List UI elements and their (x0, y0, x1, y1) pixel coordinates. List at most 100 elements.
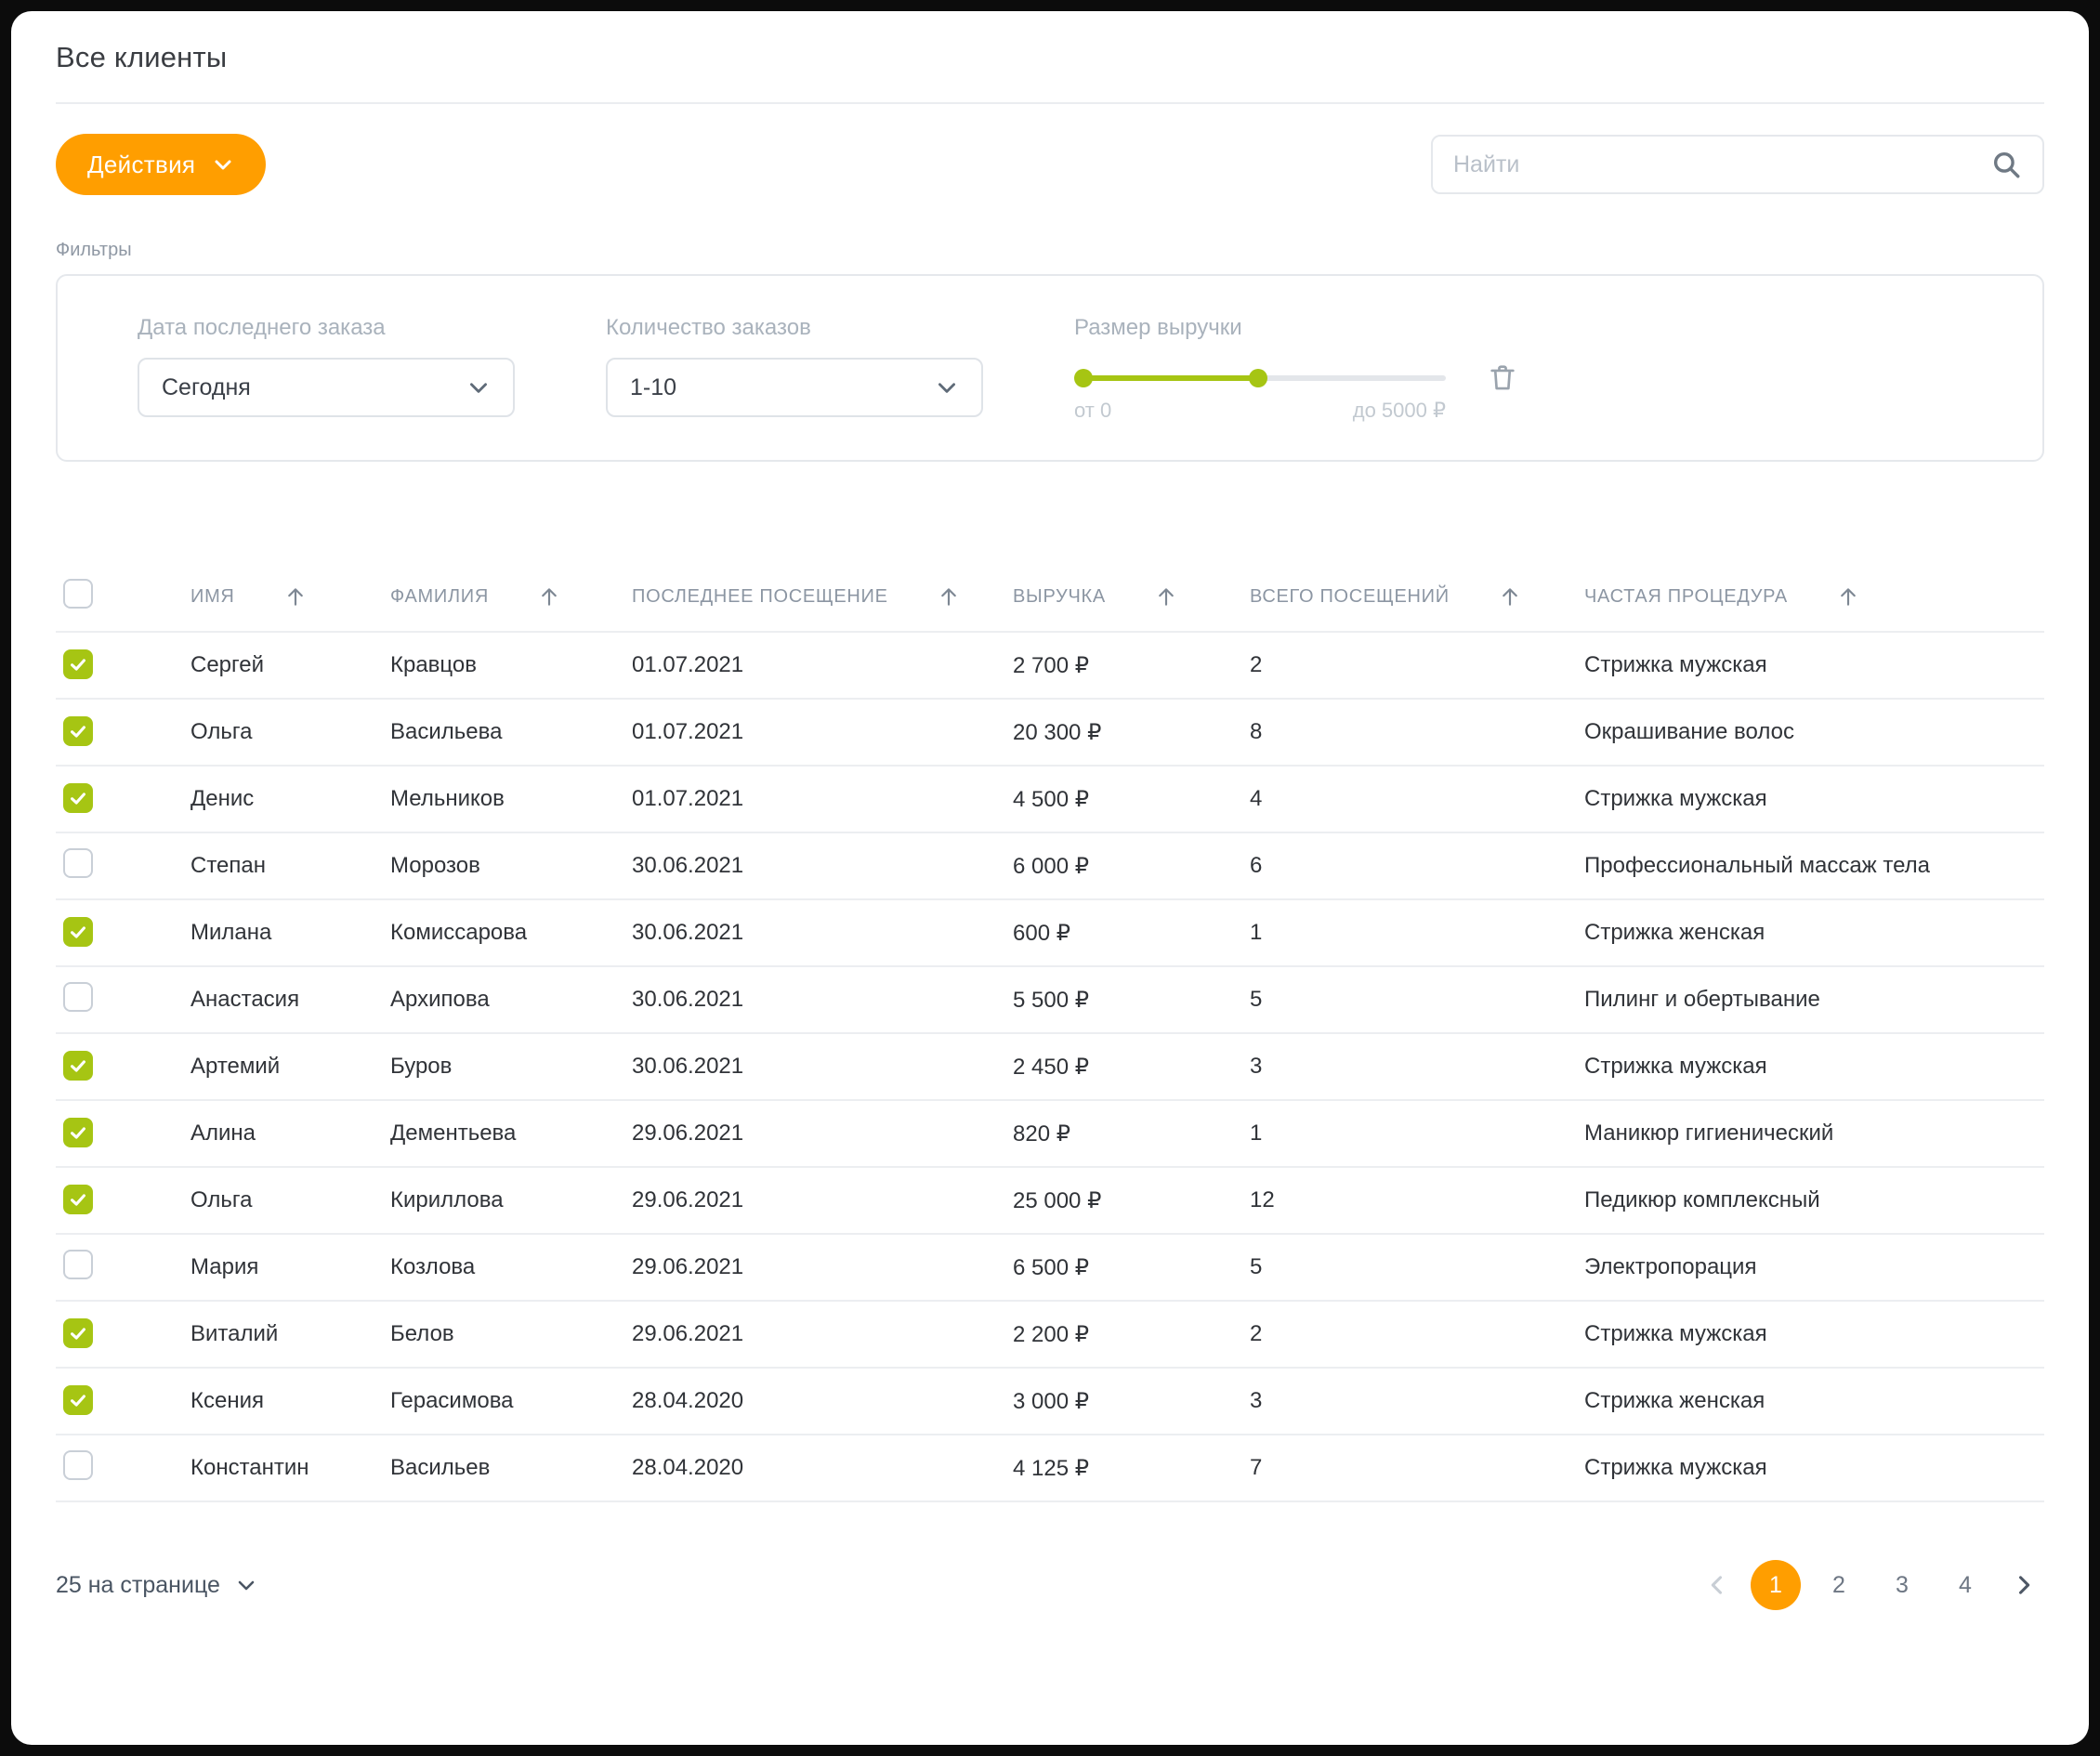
page-size-selector[interactable]: 25 на странице (56, 1572, 257, 1599)
cell-procedure: Педикюр комплексный (1584, 1187, 1820, 1212)
cell-visits: 12 (1250, 1187, 1275, 1212)
cell-procedure: Профессиональный массаж тела (1584, 853, 1931, 878)
cell-procedure: Электропорация (1584, 1254, 1757, 1279)
revenue-slider[interactable] (1074, 369, 1446, 387)
row-checkbox[interactable] (63, 716, 93, 746)
row-checkbox[interactable] (63, 649, 93, 679)
cell-last-visit: 29.06.2021 (632, 1254, 744, 1279)
row-checkbox[interactable] (63, 1185, 93, 1214)
cell-last-visit: 29.06.2021 (632, 1187, 744, 1212)
pagination-page-3[interactable]: 3 (1877, 1560, 1927, 1610)
last-order-date-select[interactable]: Сегодня (138, 358, 515, 417)
sort-icon-surname[interactable] (537, 584, 561, 609)
cell-procedure: Маникюр гигиенический (1584, 1120, 1834, 1146)
table-row: Анастасия Архипова 30.06.2021 5 500 ₽ 5 … (56, 967, 2044, 1034)
cell-last-visit: 30.06.2021 (632, 987, 744, 1012)
pagination-next-button[interactable] (2003, 1565, 2044, 1605)
cell-procedure: Стрижка женская (1584, 1388, 1765, 1413)
row-checkbox[interactable] (63, 1051, 93, 1081)
cell-surname: Васильев (390, 1455, 491, 1480)
table-body: Сергей Кравцов 01.07.2021 2 700 ₽ 2 Стри… (56, 633, 2044, 1502)
table-row: Артемий Буров 30.06.2021 2 450 ₽ 3 Стриж… (56, 1034, 2044, 1101)
cell-surname: Дементьева (390, 1120, 517, 1146)
cell-visits: 3 (1250, 1388, 1263, 1413)
column-header-surname: ФАМИЛИЯ (390, 585, 489, 607)
cell-visits: 3 (1250, 1054, 1263, 1079)
search-icon[interactable] (1990, 149, 2022, 180)
table-row: Алина Дементьева 29.06.2021 820 ₽ 1 Мани… (56, 1101, 2044, 1168)
cell-name: Ольга (190, 1187, 253, 1212)
orders-count-select[interactable]: 1-10 (606, 358, 983, 417)
cell-surname: Герасимова (390, 1388, 514, 1413)
row-checkbox[interactable] (63, 1249, 93, 1279)
slider-handle-min[interactable] (1074, 369, 1093, 387)
sort-icon-procedure[interactable] (1836, 584, 1860, 609)
pagination-page-1[interactable]: 1 (1751, 1560, 1801, 1610)
row-checkbox[interactable] (63, 1385, 93, 1415)
table-row: Мария Козлова 29.06.2021 6 500 ₽ 5 Элект… (56, 1235, 2044, 1302)
select-all-checkbox[interactable] (63, 578, 93, 609)
actions-button-label: Действия (87, 150, 196, 178)
pagination-page-4[interactable]: 4 (1940, 1560, 1990, 1610)
orders-count-value: 1-10 (630, 373, 677, 400)
cell-revenue: 25 000 ₽ (1013, 1187, 1102, 1213)
page-size-label: 25 на странице (56, 1571, 220, 1598)
cell-revenue: 4 125 ₽ (1013, 1455, 1089, 1481)
cell-name: Константин (190, 1455, 309, 1480)
filter-revenue: Размер выручки от 0 до 5000 ₽ (1074, 315, 1518, 423)
cell-name: Денис (190, 786, 255, 811)
cell-last-visit: 29.06.2021 (632, 1120, 744, 1146)
table-row: Константин Васильев 28.04.2020 4 125 ₽ 7… (56, 1435, 2044, 1502)
cell-revenue: 2 450 ₽ (1013, 1054, 1089, 1080)
cell-name: Милана (190, 920, 272, 945)
cell-revenue: 2 200 ₽ (1013, 1321, 1089, 1347)
table-row: Степан Морозов 30.06.2021 6 000 ₽ 6 Проф… (56, 833, 2044, 900)
cell-name: Артемий (190, 1054, 281, 1079)
cell-procedure: Стрижка мужская (1584, 786, 1767, 811)
sort-icon-name[interactable] (283, 584, 308, 609)
row-checkbox[interactable] (63, 917, 93, 947)
sort-icon-visits[interactable] (1498, 584, 1522, 609)
cell-last-visit: 30.06.2021 (632, 853, 744, 878)
sort-icon-revenue[interactable] (1154, 584, 1178, 609)
cell-surname: Архипова (390, 987, 490, 1012)
cell-name: Ксения (190, 1388, 264, 1413)
search-input[interactable] (1453, 151, 1990, 178)
clear-filter-button[interactable] (1487, 361, 1518, 396)
title-divider (56, 102, 2044, 104)
pagination-page-2[interactable]: 2 (1814, 1560, 1864, 1610)
revenue-slider-row: от 0 до 5000 ₽ (1074, 365, 1518, 423)
column-header-visits: ВСЕГО ПОСЕЩЕНИЙ (1250, 585, 1450, 607)
table-row: Виталий Белов 29.06.2021 2 200 ₽ 2 Стриж… (56, 1302, 2044, 1369)
column-header-last-visit: ПОСЛЕДНЕЕ ПОСЕЩЕНИЕ (632, 585, 888, 607)
table-header: ИМЯ ФАМИЛИЯ ПОСЛЕДНЕЕ ПОСЕЩЕНИЕ ВЫРУЧКА … (56, 562, 2044, 633)
cell-visits: 5 (1250, 1254, 1263, 1279)
pagination-prev-button[interactable] (1697, 1565, 1738, 1605)
cell-revenue: 2 700 ₽ (1013, 652, 1089, 678)
table-row: Милана Комиссарова 30.06.2021 600 ₽ 1 Ст… (56, 900, 2044, 967)
pagination: 1 2 3 4 (1697, 1560, 2044, 1610)
table-row: Сергей Кравцов 01.07.2021 2 700 ₽ 2 Стри… (56, 633, 2044, 700)
cell-procedure: Стрижка мужская (1584, 1455, 1767, 1480)
cell-surname: Белов (390, 1321, 454, 1346)
sort-icon-last-visit[interactable] (937, 584, 961, 609)
row-checkbox[interactable] (63, 1449, 93, 1480)
cell-surname: Морозов (390, 853, 480, 878)
table-row: Ольга Васильева 01.07.2021 20 300 ₽ 8 Ок… (56, 700, 2044, 767)
row-checkbox[interactable] (63, 1118, 93, 1147)
last-order-date-value: Сегодня (162, 373, 251, 400)
actions-button[interactable]: Действия (56, 134, 267, 195)
cell-last-visit: 29.06.2021 (632, 1321, 744, 1346)
cell-visits: 8 (1250, 719, 1263, 744)
row-checkbox[interactable] (63, 981, 93, 1012)
trash-icon (1490, 365, 1515, 390)
filter-revenue-label: Размер выручки (1074, 315, 1242, 340)
row-checkbox[interactable] (63, 847, 93, 878)
cell-visits: 6 (1250, 853, 1263, 878)
chevron-right-icon (2018, 1576, 2030, 1594)
row-checkbox[interactable] (63, 783, 93, 813)
cell-visits: 5 (1250, 987, 1263, 1012)
slider-handle-max[interactable] (1249, 369, 1267, 387)
row-checkbox[interactable] (63, 1318, 93, 1348)
table-row: Ксения Герасимова 28.04.2020 3 000 ₽ 3 С… (56, 1369, 2044, 1435)
